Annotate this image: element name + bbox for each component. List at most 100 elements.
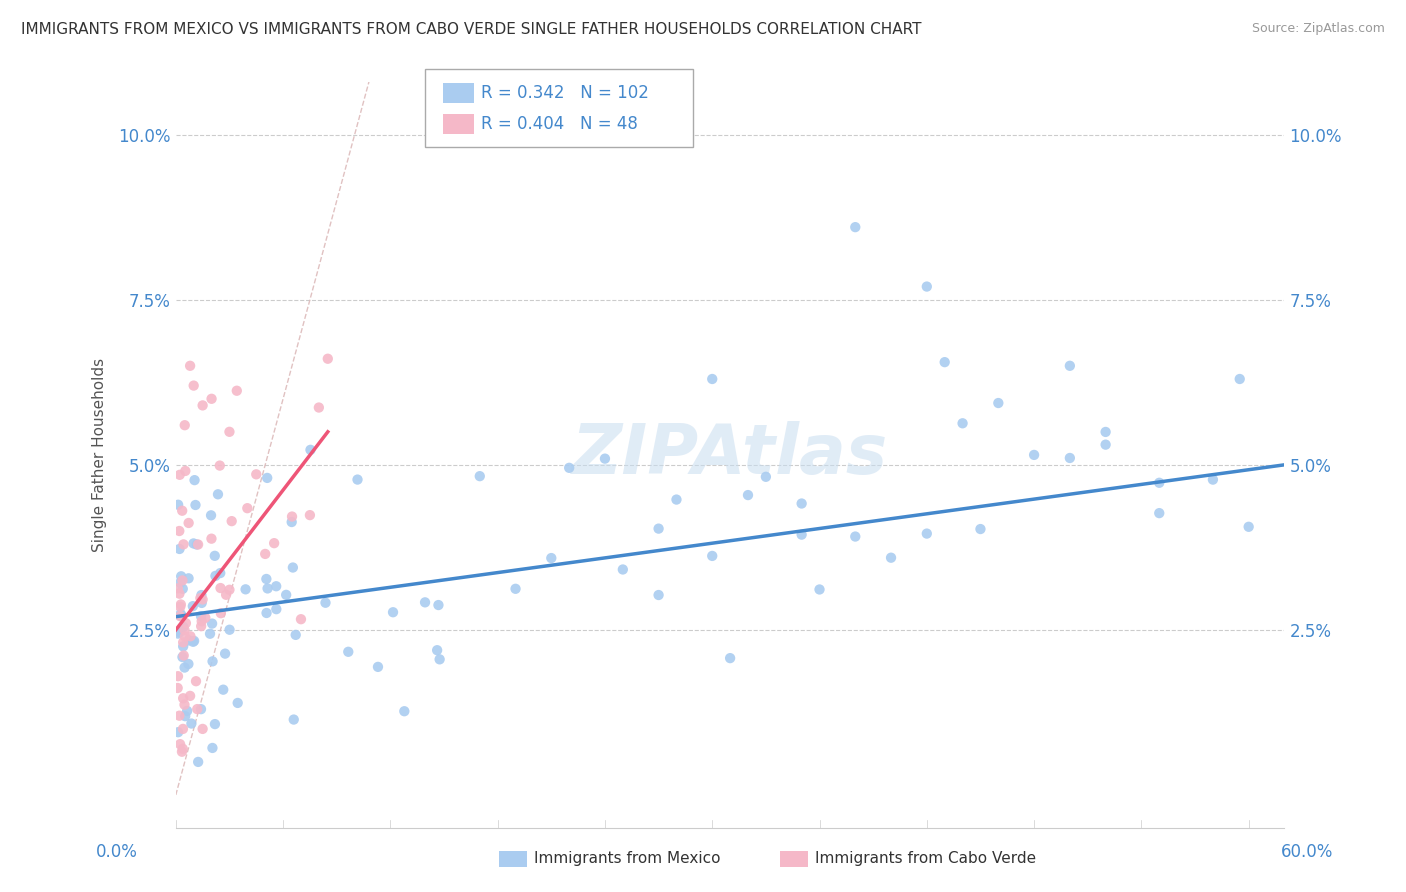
Point (170, 598, 193, 612)
Point (204, 569, 226, 583)
Point (173, 418, 195, 433)
Text: R = 0.404   N = 48: R = 0.404 N = 48 (481, 115, 638, 133)
Point (204, 717, 226, 731)
Point (263, 536, 285, 550)
Point (308, 401, 330, 415)
Point (209, 566, 232, 580)
Point (186, 537, 208, 551)
Point (280, 515, 302, 529)
Point (346, 473, 368, 487)
Text: 60.0%: 60.0% (1281, 843, 1333, 861)
Point (276, 588, 298, 602)
Point (172, 582, 194, 596)
Point (174, 709, 197, 723)
Point (183, 473, 205, 487)
Point (183, 536, 205, 550)
Point (702, 372, 724, 386)
Point (284, 628, 307, 642)
Point (190, 702, 212, 716)
Point (190, 596, 212, 610)
Point (190, 588, 212, 602)
Point (201, 741, 224, 756)
Text: Source: ZipAtlas.com: Source: ZipAtlas.com (1251, 22, 1385, 36)
Point (166, 681, 188, 695)
Point (184, 674, 207, 689)
Text: Immigrants from Cabo Verde: Immigrants from Cabo Verde (815, 852, 1036, 866)
Point (187, 755, 209, 769)
Point (281, 560, 304, 574)
Point (214, 647, 236, 661)
Point (718, 651, 741, 665)
Point (169, 587, 191, 601)
Point (1022, 448, 1045, 462)
Point (256, 582, 278, 596)
Point (969, 522, 991, 536)
Point (790, 496, 813, 510)
Point (256, 471, 278, 485)
Point (173, 623, 195, 637)
Point (236, 501, 259, 516)
Point (169, 467, 191, 482)
Point (987, 396, 1010, 410)
Point (179, 689, 201, 703)
Point (225, 384, 247, 398)
Point (173, 660, 195, 674)
Point (218, 623, 240, 637)
Point (170, 607, 193, 621)
Point (226, 696, 249, 710)
Point (176, 704, 198, 718)
Point (187, 537, 209, 551)
Point (394, 704, 416, 718)
Point (1059, 450, 1081, 465)
Point (915, 279, 938, 293)
Point (170, 569, 193, 583)
Point (169, 541, 191, 556)
Point (169, 599, 191, 614)
Point (367, 660, 389, 674)
Point (218, 425, 240, 439)
Point (207, 487, 229, 501)
Point (191, 398, 214, 412)
Point (172, 722, 194, 736)
Point (172, 635, 194, 649)
Point (169, 737, 191, 751)
Point (1149, 475, 1171, 490)
Point (844, 530, 866, 544)
Point (915, 526, 938, 541)
Point (299, 442, 322, 457)
Point (170, 608, 193, 623)
Point (167, 498, 190, 512)
Point (254, 572, 277, 586)
Point (169, 625, 191, 640)
Point (256, 606, 278, 620)
Point (212, 682, 235, 697)
Point (245, 467, 267, 482)
Point (558, 460, 581, 475)
Point (172, 691, 194, 706)
Point (174, 464, 197, 478)
Point (1094, 425, 1116, 439)
Point (167, 626, 190, 640)
Point (702, 549, 724, 563)
Point (218, 582, 240, 597)
Point (179, 359, 201, 373)
Point (266, 602, 288, 616)
Point (169, 609, 191, 624)
Point (290, 612, 312, 626)
Point (169, 575, 191, 590)
Point (181, 599, 204, 614)
Text: IMMIGRANTS FROM MEXICO VS IMMIGRANTS FROM CABO VERDE SINGLE FATHER HOUSEHOLDS CO: IMMIGRANTS FROM MEXICO VS IMMIGRANTS FRO… (21, 22, 921, 37)
Point (201, 654, 224, 668)
Point (413, 595, 436, 609)
Point (183, 634, 205, 648)
Point (200, 392, 222, 406)
Point (191, 592, 214, 607)
Point (281, 509, 304, 524)
Point (191, 722, 214, 736)
Point (200, 532, 222, 546)
Point (1059, 359, 1081, 373)
Point (505, 582, 527, 596)
Point (183, 378, 205, 392)
Point (426, 643, 449, 657)
Point (1237, 520, 1260, 534)
